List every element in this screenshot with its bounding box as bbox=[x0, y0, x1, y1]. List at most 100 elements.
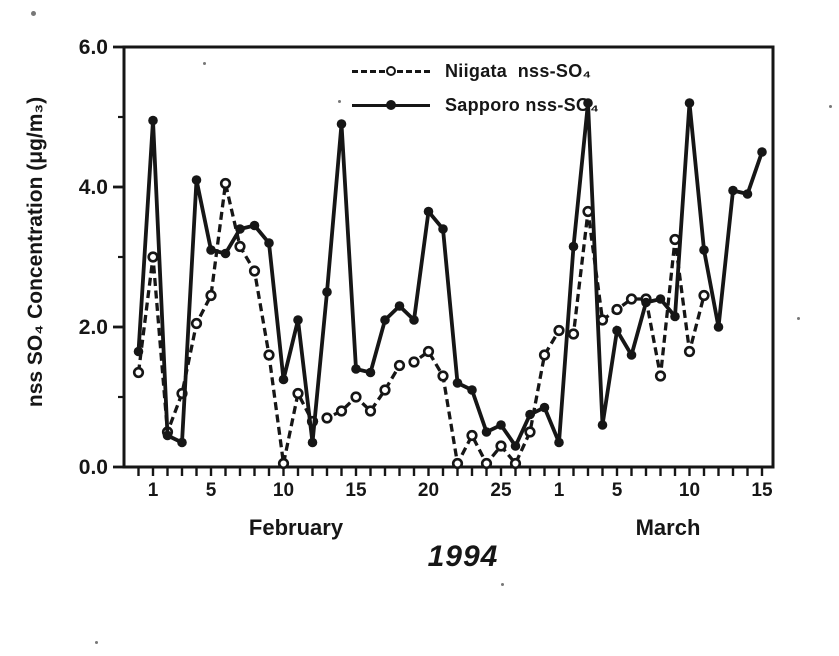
niigata-point-mar-2 bbox=[567, 328, 580, 340]
niigata-point-mar-5 bbox=[611, 303, 623, 316]
niigata-point-mar-11 bbox=[698, 289, 710, 302]
sapporo-point-mar-14 bbox=[742, 189, 753, 199]
niigata-point-feb-10 bbox=[277, 457, 290, 470]
sapporo-point-feb-15 bbox=[351, 364, 361, 374]
x-tick-label: 5 bbox=[612, 480, 623, 501]
scan-speck bbox=[501, 583, 504, 586]
sapporo-point-mar-3 bbox=[583, 98, 593, 108]
niigata-line bbox=[136, 183, 706, 469]
x-axis-month-february: February bbox=[248, 515, 344, 540]
legend: Niigata nss-SO₄ Sapporo nss-SO₄ bbox=[352, 56, 599, 120]
legend-item-niigata: Niigata nss-SO₄ bbox=[352, 56, 599, 86]
niigata-point-feb-15 bbox=[350, 391, 362, 403]
niigata-dashed-line-swatch bbox=[352, 65, 430, 76]
sapporo-point-feb-7 bbox=[235, 224, 245, 234]
niigata-point-feb-1 bbox=[147, 251, 159, 263]
niigata-point-feb-11 bbox=[292, 387, 304, 400]
x-tick-label: 25 bbox=[490, 480, 512, 501]
sapporo-point-feb-13 bbox=[322, 287, 332, 297]
scan-speck bbox=[338, 100, 341, 103]
y-tick-label: 0.0 bbox=[79, 456, 108, 479]
y-tick-label: 2.0 bbox=[79, 316, 108, 339]
sapporo-point-feb-2 bbox=[162, 430, 173, 441]
sapporo-point-feb-6 bbox=[220, 248, 231, 259]
y-axis-title: nss SO₄ Concentration (μg/m₃) bbox=[24, 96, 47, 408]
scan-speck bbox=[95, 641, 98, 644]
niigata-point-feb-5 bbox=[205, 289, 217, 302]
niigata-point-mar-6 bbox=[625, 293, 638, 305]
sapporo-point-mar-8 bbox=[655, 294, 666, 304]
sapporo-point-feb-19 bbox=[409, 315, 419, 325]
open-circle-icon bbox=[386, 65, 396, 76]
niigata-point-feb-17 bbox=[379, 384, 391, 396]
sapporo-solid-line-swatch bbox=[352, 99, 430, 110]
sapporo-point-mar-5 bbox=[612, 325, 622, 336]
x-tick-label: 20 bbox=[418, 480, 439, 501]
scan-speck bbox=[829, 105, 832, 108]
x-tick-label: 15 bbox=[751, 480, 773, 501]
sapporo-point-feb-1 bbox=[148, 115, 158, 126]
sapporo-point-feb-18 bbox=[394, 301, 405, 311]
niigata-point-feb-7 bbox=[234, 240, 246, 253]
sapporo-point-feb-24 bbox=[481, 427, 492, 437]
sapporo-point-feb-16 bbox=[365, 367, 376, 378]
sapporo-point-feb-25 bbox=[496, 420, 506, 430]
sapporo-point-feb-4 bbox=[191, 175, 202, 185]
sapporo-point-feb-11 bbox=[293, 315, 303, 325]
sapporo-point-feb-8 bbox=[249, 220, 260, 231]
sapporo-point-mar-9 bbox=[670, 311, 680, 322]
sapporo-point-mar-1 bbox=[554, 437, 564, 448]
niigata-point-feb-23 bbox=[466, 429, 478, 442]
legend-item-sapporo: Sapporo nss-SO₄ bbox=[352, 90, 599, 120]
sapporo-point-mar-2 bbox=[568, 241, 579, 252]
niigata-point-feb-13 bbox=[321, 412, 333, 424]
sapporo-point-mar-6 bbox=[626, 350, 637, 360]
niigata-point-jan-31 bbox=[132, 366, 145, 379]
niigata-point-mar-8 bbox=[654, 370, 667, 382]
sapporo-point-feb-28 bbox=[539, 402, 550, 413]
sapporo-point-mar-7 bbox=[641, 297, 651, 308]
scan-speck bbox=[31, 11, 36, 16]
sapporo-point-mar-13 bbox=[728, 185, 738, 196]
sapporo-point-feb-23 bbox=[467, 385, 477, 395]
y-tick-label: 6.0 bbox=[79, 36, 108, 59]
scan-speck bbox=[797, 317, 800, 320]
x-tick-label: 10 bbox=[273, 480, 294, 501]
sapporo-point-feb-27 bbox=[525, 409, 535, 420]
sapporo-line bbox=[136, 102, 764, 450]
sapporo-point-feb-22 bbox=[452, 378, 463, 388]
niigata-point-feb-20 bbox=[422, 345, 435, 358]
sapporo-point-feb-21 bbox=[438, 224, 448, 234]
sapporo-point-mar-11 bbox=[699, 245, 709, 255]
niigata-point-feb-18 bbox=[393, 359, 406, 372]
chart-year-title: 1994 bbox=[427, 540, 499, 573]
sapporo-point-feb-9 bbox=[264, 238, 274, 248]
sapporo-point-feb-10 bbox=[278, 374, 289, 385]
filled-circle-icon bbox=[386, 99, 396, 110]
niigata-point-feb-26 bbox=[509, 457, 522, 470]
sapporo-point-mar-12 bbox=[713, 322, 724, 332]
sapporo-point-feb-5 bbox=[206, 245, 216, 255]
niigata-point-feb-21 bbox=[437, 370, 449, 382]
sapporo-point-mar-4 bbox=[597, 420, 608, 430]
sapporo-point-feb-20 bbox=[423, 206, 434, 217]
sapporo-point-feb-14 bbox=[336, 119, 347, 129]
sapporo-point-feb-3 bbox=[177, 437, 187, 448]
niigata-point-mar-9 bbox=[669, 233, 681, 246]
sapporo-point-jan-31 bbox=[133, 346, 144, 357]
sapporo-point-feb-26 bbox=[510, 441, 521, 451]
y-tick-label: 4.0 bbox=[79, 176, 108, 199]
niigata-point-feb-24 bbox=[480, 457, 493, 470]
legend-label-sapporo: Sapporo nss-SO₄ bbox=[445, 94, 600, 115]
scan-speck bbox=[203, 62, 206, 65]
niigata-point-feb-28 bbox=[538, 349, 551, 361]
x-axis-month-march: March bbox=[635, 515, 701, 540]
niigata-point-feb-19 bbox=[408, 356, 420, 368]
legend-label-niigata: Niigata nss-SO₄ bbox=[445, 60, 592, 81]
sapporo-point-mar-10 bbox=[684, 98, 695, 108]
sapporo-point-feb-12 bbox=[307, 437, 318, 448]
sapporo-point-mar-15 bbox=[757, 147, 767, 157]
sapporo-point-feb-17 bbox=[380, 315, 390, 325]
